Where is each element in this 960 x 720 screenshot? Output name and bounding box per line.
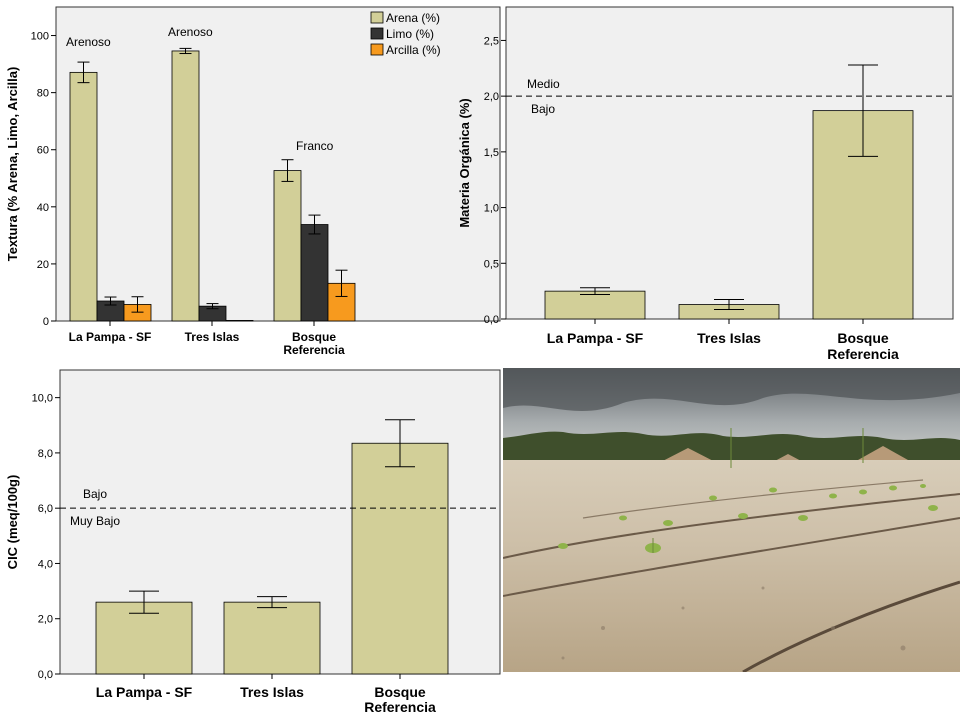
legend-label: Limo (%) <box>386 27 434 41</box>
texture-x-tick-label: Bosque Referencia <box>283 330 345 357</box>
cic-bar <box>95 601 193 675</box>
texture-legend: Arena (%) Limo (%) Arcilla (%) <box>370 11 441 57</box>
organic-matter-y-tick-label: 2,0 <box>484 91 499 103</box>
cic-y-axis-title: CIC (meq/100g) <box>5 475 20 570</box>
cic-y-tick-label: 0,0 <box>38 669 53 681</box>
organic-matter-y-tick-label: 0,0 <box>484 314 499 326</box>
threshold-label-above: Bajo <box>83 487 107 501</box>
cic-y-tick-label: 10,0 <box>32 393 53 405</box>
texture-y-tick-label: 20 <box>37 259 49 271</box>
texture-bar <box>171 50 200 322</box>
organic-matter-x-tick-label: La Pampa - SF <box>547 330 644 346</box>
texture-y-tick-label: 100 <box>31 31 49 43</box>
texture-y-tick-label: 0 <box>43 316 49 328</box>
cic-chart: CIC (meq/100g) 0,0 2,0 4,0 6,0 8,0 10,0 Bajo M… <box>5 369 501 715</box>
legend-swatch <box>370 43 384 56</box>
texture-bar <box>225 320 254 322</box>
texture-y-tick-label: 60 <box>37 145 49 157</box>
texture-y-axis-title: Textura (% Arena, Limo, Arcilla) <box>5 67 20 262</box>
texture-bar <box>273 170 302 322</box>
threshold-label-above: Medio <box>527 77 560 91</box>
legend-label: Arena (%) <box>386 11 440 25</box>
texture-annotation: Franco <box>296 139 334 153</box>
cic-y-tick-label: 8,0 <box>38 448 53 460</box>
cic-x-tick-label: Tres Islas <box>240 684 304 700</box>
legend-label: Arcilla (%) <box>386 43 441 57</box>
cic-bar <box>351 442 449 675</box>
cic-y-tick-label: 4,0 <box>38 558 53 570</box>
cic-x-tick-label: Bosque <box>374 684 426 700</box>
organic-matter-x-tick-label: Bosque <box>837 330 889 346</box>
cic-x-tick-label: La Pampa - SF <box>96 684 193 700</box>
organic-matter-y-axis-title: Materia Orgánica (%) <box>457 98 472 227</box>
cic-bar <box>223 601 321 675</box>
organic-matter-x-tick-label: Referencia <box>827 346 899 362</box>
organic-matter-x-tick-label: Tres Islas <box>697 330 761 346</box>
threshold-label-below: Muy Bajo <box>70 514 120 528</box>
texture-bar <box>300 224 329 322</box>
cic-x-tick-label: Referencia <box>364 699 436 715</box>
texture-y-tick-label: 80 <box>37 88 49 100</box>
organic-matter-chart: Materia Orgánica (%) 0,00,51,01,52,02,5 … <box>457 6 954 362</box>
texture-annotation: Arenoso <box>168 25 213 39</box>
cic-y-tick-label: 2,0 <box>38 614 53 626</box>
texture-bar <box>69 71 98 322</box>
cic-y-tick-label: 6,0 <box>38 503 53 515</box>
threshold-label-below: Bajo <box>531 102 555 116</box>
organic-matter-y-tick-label: 1,5 <box>484 147 499 159</box>
texture-annotation: Arenoso <box>66 35 111 49</box>
texture-chart: Textura (% Arena, Limo, Arcilla) 0 20 40 60… <box>5 6 501 357</box>
texture-y-tick-label: 40 <box>37 202 49 214</box>
organic-matter-y-tick-label: 0,5 <box>484 258 499 270</box>
texture-x-tick-label: La Pampa - SF <box>69 330 152 344</box>
legend-swatch <box>370 27 384 40</box>
landscape-photo <box>503 368 960 672</box>
organic-matter-bar <box>544 290 646 320</box>
organic-matter-y-tick-label: 2,5 <box>484 35 499 47</box>
sandy-ground <box>503 460 960 672</box>
legend-swatch <box>370 11 384 24</box>
organic-matter-y-tick-label: 1,0 <box>484 203 499 215</box>
texture-x-tick-label: Tres Islas <box>185 330 240 344</box>
